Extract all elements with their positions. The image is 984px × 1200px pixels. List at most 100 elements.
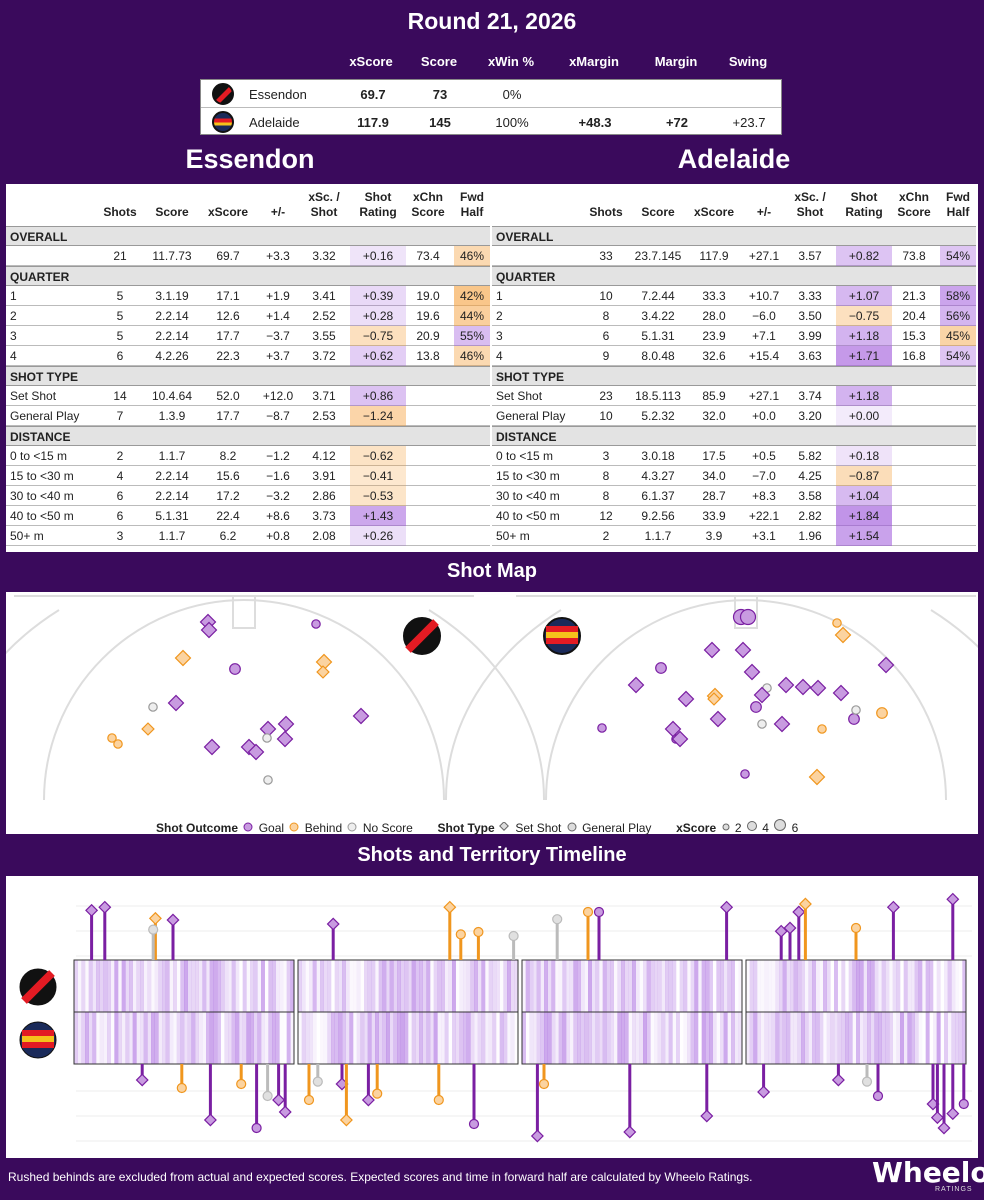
territory-cell: [253, 960, 258, 1012]
territory-cell: [621, 1012, 625, 1064]
territory-cell: [264, 1012, 269, 1064]
table-cell: 28.7: [702, 489, 726, 503]
territory-cell: [544, 960, 548, 1012]
table-cell: 58%: [945, 289, 971, 303]
territory-cell: [874, 1012, 879, 1064]
territory-cell: [936, 1012, 941, 1064]
territory-cell: [955, 960, 959, 1012]
table-cell: −1.24: [362, 409, 394, 423]
territory-cell: [779, 960, 783, 1012]
territory-cell: [415, 1012, 420, 1064]
table-cell: +1.18: [848, 329, 880, 343]
territory-cell: [573, 960, 578, 1012]
territory-cell: [290, 960, 295, 1012]
territory-cell: [360, 960, 364, 1012]
table-cell: 7: [116, 409, 124, 423]
territory-cell: [353, 960, 357, 1012]
shot-map-panel: [0, 592, 984, 834]
territory-cell: [81, 960, 86, 1012]
table-cell: +3.3: [266, 249, 290, 263]
legend-noscore-marker: [347, 822, 357, 832]
timeline-svg: [19, 892, 972, 1143]
rating-highlight: [836, 506, 892, 526]
footer-note: Rushed behinds are excluded from actual …: [8, 1170, 753, 1184]
shot-point: [174, 649, 192, 667]
territory-cell: [544, 1012, 548, 1064]
territory-cell: [845, 960, 849, 1012]
fwd-half-highlight: [940, 306, 976, 326]
territory-cell: [566, 960, 570, 1012]
table-cell: 33.3: [702, 289, 726, 303]
table-cell: +3.7: [266, 349, 290, 363]
territory-cell: [452, 960, 456, 1012]
territory-cell: [911, 1012, 915, 1064]
territory-cell: [209, 1012, 214, 1064]
territory-cell: [323, 1012, 328, 1064]
territory-cell: [768, 1012, 772, 1064]
territory-cell: [250, 1012, 254, 1064]
territory-cell: [342, 1012, 346, 1064]
adelaide-shot-marker: [339, 1113, 353, 1127]
table-cell: 22.3: [216, 349, 240, 363]
territory-cell: [947, 960, 952, 1012]
territory-cell: [610, 960, 614, 1012]
legend-size-large: [774, 819, 787, 831]
territory-cell: [463, 1012, 467, 1064]
territory-cell: [393, 960, 398, 1012]
section-header-quarter: QUARTER: [6, 266, 490, 286]
territory-cell: [463, 960, 467, 1012]
table-cell: 73.4: [416, 249, 440, 263]
territory-cell: [558, 1012, 563, 1064]
adelaide-shot-marker: [861, 1076, 873, 1087]
territory-cell: [540, 960, 545, 1012]
territory-cell: [892, 1012, 897, 1064]
territory-cell: [422, 1012, 427, 1064]
territory-cell: [639, 960, 643, 1012]
territory-cell: [378, 1012, 383, 1064]
territory-cell: [907, 1012, 912, 1064]
table-cell: 3.71: [312, 389, 336, 403]
territory-cell: [92, 1012, 97, 1064]
territory-cell: [477, 960, 482, 1012]
territory-cell: [654, 1012, 658, 1064]
summary-team: Essendon: [249, 87, 307, 102]
shot-point: [707, 692, 721, 706]
territory-cell: [510, 960, 515, 1012]
section-header-overall: OVERALL: [6, 226, 490, 246]
shot-point: [229, 663, 241, 675]
territory-cell: [444, 1012, 449, 1064]
summary-header-xmargin: xMargin: [569, 54, 619, 69]
territory-cell: [283, 1012, 287, 1064]
section-label: OVERALL: [496, 230, 554, 244]
summary-header-score: Score: [420, 54, 458, 69]
territory-cell: [914, 1012, 919, 1064]
table-cell: +0.62: [362, 349, 394, 363]
territory-cell: [107, 1012, 111, 1064]
territory-cell: [694, 960, 699, 1012]
row-label: 15 to <30 m: [10, 469, 74, 483]
territory-cell: [687, 1012, 691, 1064]
territory-cell: [848, 1012, 853, 1064]
territory-cell: [309, 1012, 313, 1064]
table-cell: +27.1: [748, 249, 780, 263]
territory-cell: [228, 1012, 232, 1064]
quarter-box-adelaide: [73, 1011, 295, 1065]
table-cell: −3.2: [266, 489, 290, 503]
territory-cell: [96, 960, 100, 1012]
adelaide-logo-icon: [212, 111, 234, 133]
territory-cell: [599, 960, 603, 1012]
territory-cell: [114, 960, 119, 1012]
territory-cell: [797, 960, 802, 1012]
legend-behind-marker: [289, 822, 299, 832]
table-cell: +27.1: [748, 389, 780, 403]
territory-cell: [235, 1012, 240, 1064]
territory-cell: [452, 1012, 456, 1064]
table-cell: 12: [599, 509, 613, 523]
table-cell: 8.2: [219, 449, 237, 463]
table-cell: 1.96: [798, 529, 822, 543]
table-cell: 3.72: [312, 349, 336, 363]
shot-point: [627, 676, 645, 694]
shot-point: [757, 719, 767, 729]
territory-cell: [922, 960, 926, 1012]
territory-cell: [474, 1012, 478, 1064]
